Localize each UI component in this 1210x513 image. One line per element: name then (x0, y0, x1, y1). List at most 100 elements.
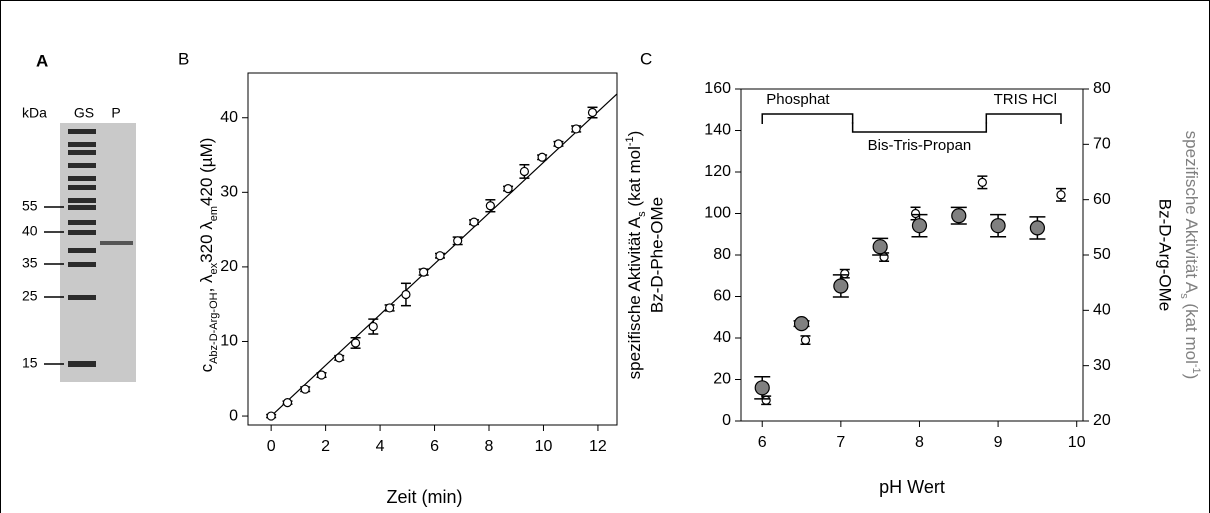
y-tick-label: 0 (229, 407, 238, 424)
y-tick-label: 120 (704, 163, 731, 180)
y-tick-label: 140 (704, 122, 731, 139)
x-tick-label: 6 (430, 438, 439, 455)
point (761, 395, 771, 405)
y-tick-label: 30 (220, 184, 238, 201)
x-tick-label: 4 (376, 438, 385, 455)
band (68, 198, 96, 203)
point (469, 217, 479, 227)
x-axis-label: Zeit (min) (387, 487, 463, 507)
label-part: spezifische Aktivität A (1182, 131, 1201, 294)
plot-frame (247, 72, 618, 426)
label-part: , λ (197, 274, 216, 292)
label-part: -1 (1190, 364, 1202, 374)
label-part: spezifische Aktivität A (625, 216, 644, 379)
band (68, 163, 96, 168)
band (68, 129, 96, 134)
y-axis-label: cAbz-D-Arg-OH, λex320 λem420 (µM) (197, 138, 219, 373)
y-tick-label: 40 (220, 109, 238, 126)
point (800, 335, 811, 345)
point (571, 124, 581, 134)
x-tick-label: 12 (589, 438, 607, 455)
label-part: s (636, 211, 648, 217)
point (754, 380, 770, 396)
marker-label: 25 (22, 288, 38, 304)
buffer-bracket (985, 113, 1062, 124)
y2-tick-label: 40 (1093, 302, 1111, 319)
point (587, 107, 598, 118)
buffer-label: Phosphat (766, 91, 830, 108)
point (316, 370, 327, 380)
x-axis-label: pH Wert (879, 477, 945, 497)
panel-label: C (640, 49, 652, 68)
label-part: Abz-D-Arg-OH (208, 292, 220, 364)
panel-label: B (178, 49, 189, 68)
y-tick-label: 0 (722, 412, 731, 429)
point (951, 208, 967, 224)
point (300, 384, 310, 394)
point (519, 166, 530, 177)
buffer-bracket (761, 113, 854, 124)
x-tick-label: 7 (836, 434, 845, 451)
y2-tick-label: 60 (1093, 191, 1111, 208)
y-tick-label: 160 (704, 80, 731, 97)
label-part: s (1178, 293, 1190, 299)
point (977, 177, 987, 187)
label-part: ex (208, 262, 220, 274)
y-tick-label: 60 (713, 288, 731, 305)
gel-unit: kDa (22, 105, 47, 121)
band (68, 262, 96, 267)
x-tick-label: 10 (535, 438, 553, 455)
point (833, 278, 849, 294)
y2-axis-series-label: Bz-D-Arg-OMe (1156, 199, 1175, 311)
point (419, 267, 429, 277)
point (350, 338, 361, 348)
y-tick-label: 10 (220, 333, 238, 350)
buffer-label: Bis-Tris-Propan (868, 137, 972, 154)
point (334, 353, 344, 363)
band (68, 230, 96, 235)
marker-label: 40 (22, 223, 38, 239)
point (793, 316, 810, 332)
label-part: (kat mol (625, 146, 644, 211)
y2-axis-label: spezifische Aktivität As (kat mol-1) (1178, 131, 1202, 380)
band (68, 150, 96, 155)
band (68, 295, 96, 300)
x-tick-label: 10 (1068, 434, 1086, 451)
y-tick-label: 80 (713, 246, 731, 263)
point (911, 218, 928, 234)
x-tick-label: 8 (915, 434, 924, 451)
label-part: em (208, 206, 220, 221)
point (385, 303, 395, 313)
point (990, 218, 1006, 234)
y-tick-label: 40 (713, 329, 731, 346)
point (872, 239, 888, 255)
label-part: -1 (624, 136, 636, 146)
band (68, 176, 96, 181)
y-tick-label: 100 (704, 205, 731, 222)
label-part: 320 λ (197, 221, 216, 263)
point (1056, 190, 1066, 200)
y2-tick-label: 20 (1093, 412, 1111, 429)
point (1029, 220, 1046, 236)
point (266, 411, 276, 421)
y2-tick-label: 70 (1093, 136, 1111, 153)
point (401, 289, 411, 300)
buffer-bracket (851, 122, 988, 133)
point (368, 321, 378, 332)
y-axis-label: spezifische Aktivität As (kat mol-1) (624, 131, 648, 380)
lane-label: GS (74, 105, 94, 121)
y2-tick-label: 30 (1093, 357, 1111, 374)
y2-tick-label: 50 (1093, 246, 1111, 263)
point (453, 236, 463, 246)
buffer-label: TRIS HCl (994, 91, 1057, 108)
x-tick-label: 2 (321, 438, 330, 455)
point (503, 183, 513, 194)
point (485, 201, 495, 211)
point (537, 152, 547, 162)
band (68, 361, 96, 367)
label-part: ) (625, 131, 644, 137)
y-tick-label: 20 (220, 258, 238, 275)
label-part: 420 (µM) (197, 138, 216, 206)
point (282, 398, 293, 408)
